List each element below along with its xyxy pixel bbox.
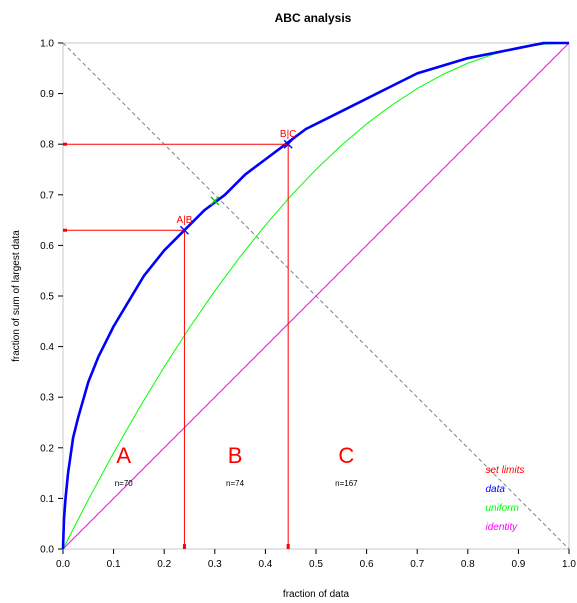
x-tick-label: 0.2 (157, 559, 171, 570)
y-tick-label: 0.3 (40, 393, 54, 404)
x-tick-label: 0.0 (56, 559, 70, 570)
chart-title: ABC analysis (275, 11, 352, 25)
x-tick-label: 0.9 (511, 559, 525, 570)
class-count: n=70 (115, 479, 134, 488)
y-tick-label: 0.6 (40, 241, 54, 252)
x-tick-label: 0.6 (360, 559, 374, 570)
x-tick-label: 0.8 (461, 559, 475, 570)
y-tick-label: 1.0 (40, 39, 54, 50)
legend-entry-uniform: uniform (486, 503, 519, 514)
limit-point-marker (283, 139, 293, 149)
y-tick-label: 0.4 (40, 342, 54, 353)
x-axis-title: fraction of data (283, 589, 350, 600)
limit-point-marker (179, 225, 189, 235)
x-axis: 0.0 0.1 0.2 0.3 0.4 0.5 0.6 0.7 0.8 0.9 1.0 (56, 549, 576, 570)
legend-entry-identity: identity (486, 522, 519, 533)
x-tick-label: 1.0 (562, 559, 576, 570)
series-layer (61, 41, 570, 550)
class-letter: C (338, 443, 354, 468)
class-letter: B (228, 443, 243, 468)
series-uniform-line (62, 42, 570, 550)
class-letter: A (116, 443, 131, 468)
limit-lines: A|B B|C (63, 129, 296, 549)
y-tick-label: 0.8 (40, 140, 54, 151)
y-tick-label: 0.9 (40, 89, 54, 100)
y-tick-label: 0.5 (40, 292, 54, 303)
x-tick-label: 0.3 (208, 559, 222, 570)
x-tick-label: 0.7 (410, 559, 424, 570)
y-axis-title: fraction of sum of largest data (11, 230, 22, 362)
y-tick-label: 0.7 (40, 190, 54, 201)
legend-entry-set-limits: set limits (486, 465, 525, 476)
y-axis: 0.0 0.1 0.2 0.3 0.4 0.5 0.6 0.7 0.8 0.9 1.0 (40, 39, 63, 556)
uniform-intersection-marker (210, 196, 220, 206)
y-tick-label: 0.0 (40, 545, 54, 556)
series-identity-line (62, 42, 570, 550)
limit-point-label: A|B (176, 215, 192, 226)
class-count: n=74 (226, 479, 245, 488)
x-tick-label: 0.4 (258, 559, 272, 570)
class-count: n=167 (335, 479, 358, 488)
x-tick-label: 0.1 (107, 559, 121, 570)
class-labels: An=70 Bn=74 Cn=167 (115, 443, 358, 488)
x-tick-label: 0.5 (309, 559, 323, 570)
legend: set limits data uniform identity (486, 465, 525, 533)
y-tick-label: 0.2 (40, 443, 54, 454)
legend-entry-data: data (486, 484, 506, 495)
y-tick-label: 0.1 (40, 494, 54, 505)
series-data-line (61, 41, 569, 550)
limit-point-label: B|C (280, 129, 297, 140)
